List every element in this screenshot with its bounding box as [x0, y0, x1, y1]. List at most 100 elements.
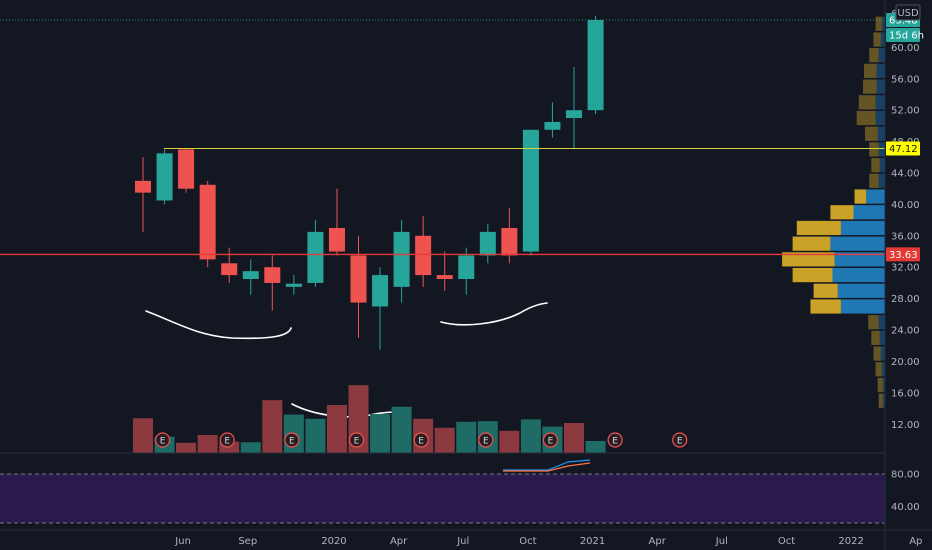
- profile-bar-down: [830, 205, 854, 220]
- earnings-marker[interactable]: E: [413, 432, 429, 448]
- price-axis[interactable]: 60.0056.0052.0048.0044.0040.0036.0032.00…: [886, 9, 924, 513]
- support-tag[interactable]: 33.63: [886, 247, 920, 262]
- volume-bar: [456, 421, 477, 453]
- candle[interactable]: [328, 188, 345, 256]
- time-tick-label: Jun: [174, 536, 191, 547]
- candle[interactable]: [522, 129, 539, 256]
- time-tick-label: Jul: [715, 536, 728, 547]
- oscillator-tick-label: 80.00: [891, 470, 920, 481]
- candle[interactable]: [242, 259, 259, 295]
- profile-bar-up: [879, 330, 885, 346]
- time-tick-label: Ap: [909, 536, 922, 547]
- candle-body: [566, 110, 582, 119]
- time-axis[interactable]: Jun Sep 2020 Apr Jul Oct 2021 Apr Jul Oct 2022 Ap: [0, 529, 932, 547]
- profile-bar-up: [882, 377, 885, 393]
- candle[interactable]: [458, 247, 475, 295]
- profile-bar-up: [878, 315, 885, 330]
- price-tick-label: 56.00: [891, 74, 920, 85]
- earnings-marker-label: E: [224, 437, 230, 447]
- candle[interactable]: [544, 102, 561, 138]
- oscillator-pane: [0, 459, 885, 524]
- candle-body: [501, 227, 518, 256]
- cup-annotation-right[interactable]: [440, 302, 548, 326]
- earnings-marker-label: E: [354, 437, 360, 447]
- candle[interactable]: [350, 235, 367, 338]
- profile-bar-up: [882, 393, 885, 408]
- earnings-marker[interactable]: E: [542, 432, 559, 448]
- profile-bar-down: [813, 283, 838, 298]
- countdown-tag[interactable]: 15d 6h: [886, 28, 924, 43]
- earnings-marker[interactable]: E: [672, 432, 688, 448]
- profile-bar-up: [880, 346, 885, 361]
- currency-badge[interactable]: [895, 4, 921, 21]
- volume-bar: [133, 418, 153, 453]
- earnings-marker[interactable]: E: [219, 432, 235, 448]
- profile-bar-up: [875, 95, 885, 110]
- candle[interactable]: [264, 255, 281, 311]
- earnings-marker-circle: [478, 432, 494, 448]
- profile-bar-down: [875, 16, 882, 31]
- candle[interactable]: [372, 267, 389, 350]
- earnings-marker-circle: [284, 432, 300, 448]
- time-tick-label: Oct: [778, 536, 795, 547]
- profile-bar-down: [873, 346, 881, 361]
- profile-bar-up: [878, 48, 885, 63]
- candle-pane: [0, 15, 885, 350]
- candle[interactable]: [221, 247, 238, 283]
- candle[interactable]: [285, 275, 302, 295]
- time-tick-label: Jul: [456, 536, 469, 547]
- candle[interactable]: [156, 149, 173, 205]
- profile-bar-down: [792, 236, 831, 251]
- candle[interactable]: [307, 220, 324, 287]
- time-tick-label: Apr: [649, 536, 667, 547]
- profile-bar-up: [877, 126, 885, 141]
- candle-body: [242, 271, 259, 280]
- profile-bar-down: [869, 173, 879, 188]
- volume-bar: [240, 442, 261, 453]
- earnings-marker[interactable]: E: [154, 432, 171, 448]
- candle-body: [178, 149, 195, 189]
- profile-bar-down: [862, 79, 877, 94]
- profile-bar-up: [866, 189, 885, 204]
- candle[interactable]: [587, 15, 604, 115]
- candle[interactable]: [479, 224, 496, 264]
- candle-body: [522, 129, 539, 252]
- profile-bar-down: [782, 252, 835, 267]
- earnings-marker-label: E: [677, 437, 683, 447]
- candle[interactable]: [199, 180, 216, 268]
- price-tick-label: 16.00: [891, 388, 920, 399]
- candle-body: [156, 153, 173, 201]
- earnings-marker-label: E: [483, 437, 489, 447]
- candle[interactable]: [415, 216, 432, 287]
- candle[interactable]: [393, 220, 410, 303]
- volume-bar: [520, 419, 541, 453]
- profile-bar-down: [871, 158, 880, 173]
- candle-body: [415, 235, 432, 276]
- candle-body: [350, 255, 367, 303]
- volume-bar: [262, 400, 283, 453]
- resistance-tag[interactable]: 47.12: [886, 141, 920, 156]
- profile-bar-down: [865, 126, 878, 141]
- candle[interactable]: [436, 251, 453, 291]
- candle[interactable]: [135, 157, 151, 232]
- candle-body: [458, 255, 475, 280]
- earnings-marker[interactable]: E: [348, 432, 365, 448]
- earnings-marker[interactable]: E: [284, 432, 300, 448]
- price-tick-label: 60.00: [891, 43, 920, 54]
- cup-annotation-left[interactable]: [145, 310, 292, 340]
- time-tick-label: Sep: [238, 536, 257, 547]
- candle[interactable]: [178, 147, 195, 193]
- candle[interactable]: [566, 66, 582, 150]
- earnings-marker[interactable]: E: [607, 432, 623, 448]
- earnings-marker-circle: [672, 432, 688, 448]
- time-tick-label: Apr: [390, 536, 408, 547]
- earnings-marker-circle: [154, 432, 171, 448]
- candle-body: [135, 180, 151, 193]
- volume-bar: [176, 442, 197, 453]
- resistance-tag-box: [886, 141, 920, 156]
- profile-bar-up: [832, 267, 885, 283]
- horizontal-lines[interactable]: [0, 147, 885, 256]
- earnings-marker[interactable]: E: [478, 432, 494, 448]
